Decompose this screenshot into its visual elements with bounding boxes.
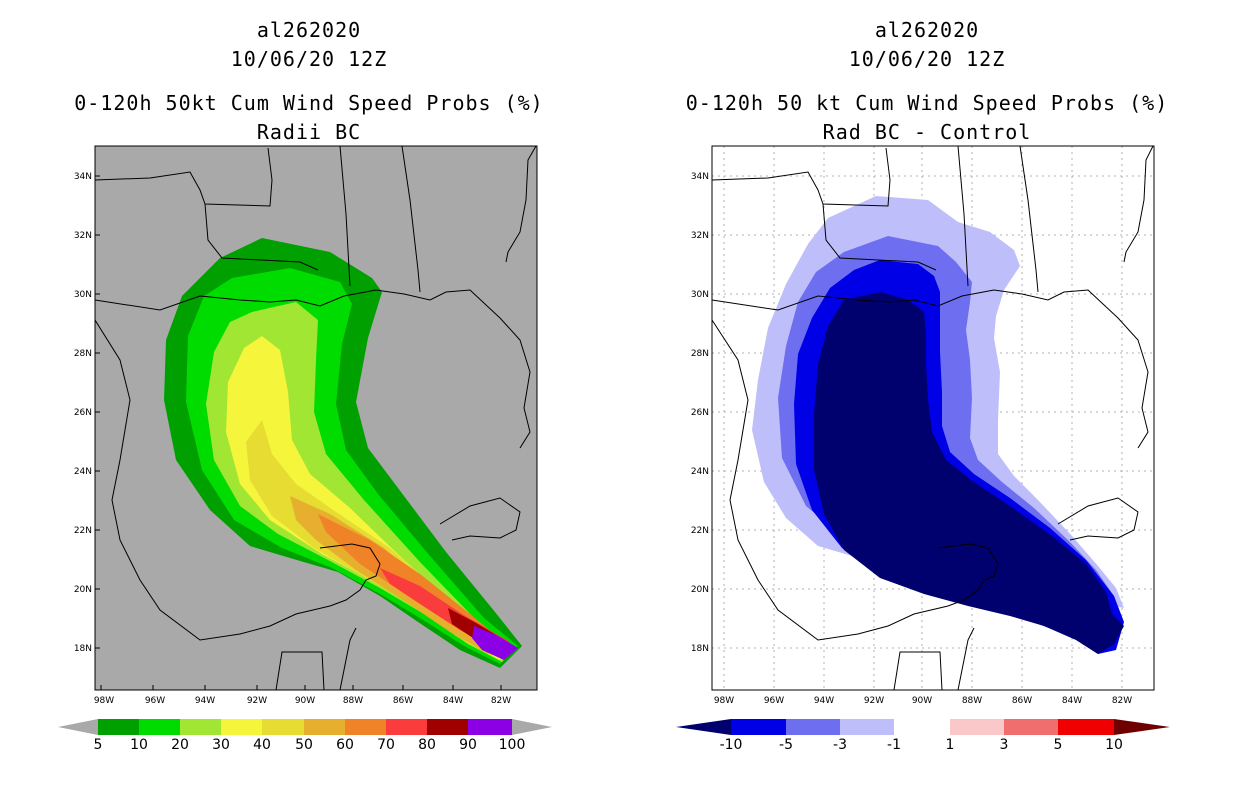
left-colorbar-swatch — [221, 719, 262, 735]
left-colorbar-low-end — [58, 719, 98, 735]
left-date: 10/06/20 12Z — [230, 47, 388, 71]
left-map: 34N 32N 30N 28N 26N 24N 22N 20N 18N 98W … — [58, 145, 552, 753]
right-lon-label: 92W — [864, 696, 884, 706]
left-colorbar-label: 20 — [171, 737, 189, 753]
left-lon-label: 88W — [343, 696, 363, 706]
left-colorbar-label: 80 — [418, 737, 436, 753]
right-lat-label: 30N — [691, 290, 709, 300]
left-colorbar-label: 100 — [499, 737, 526, 753]
left-lat-label: 20N — [74, 585, 92, 595]
right-colorbar-label: -3 — [833, 737, 847, 753]
right-map: 34N 32N 30N 28N 26N 24N 22N 20N 18N 98W … — [676, 145, 1170, 753]
left-lon-label: 96W — [145, 696, 165, 706]
left-colorbar-swatch — [180, 719, 221, 735]
left-colorbar-label: 90 — [459, 737, 477, 753]
right-colorbar-high-end — [1114, 719, 1170, 735]
left-lat-label: 26N — [74, 408, 92, 418]
right-colorbar-label: 1 — [946, 737, 955, 753]
left-product-title: 0-120h 50kt Cum Wind Speed Probs (%) — [74, 91, 544, 115]
right-lat-label: 26N — [691, 408, 709, 418]
right-lat-label: 24N — [691, 467, 709, 477]
left-lat-label: 28N — [74, 349, 92, 359]
right-lon-label: 88W — [962, 696, 982, 706]
right-lon-label: 84W — [1062, 696, 1082, 706]
right-lon-label: 86W — [1012, 696, 1032, 706]
left-panel: al262020 10/06/20 12Z 0-120h 50kt Cum Wi… — [58, 18, 552, 753]
left-lat-label: 30N — [74, 290, 92, 300]
right-subtitle: Rad BC - Control — [822, 120, 1032, 144]
left-colorbar-swatch — [139, 719, 180, 735]
left-coastlines — [95, 146, 537, 690]
left-colorbar-label: 40 — [253, 737, 271, 753]
right-lat-label: 34N — [691, 172, 709, 182]
left-lat-label: 32N — [74, 231, 92, 241]
left-lon-label: 84W — [443, 696, 463, 706]
right-colorbar: -10 -5 -3 -1 1 3 5 10 — [676, 719, 1170, 753]
left-ticks — [95, 175, 502, 690]
right-colorbar-swatch — [1058, 719, 1114, 735]
right-colorbar-label: -5 — [779, 737, 793, 753]
right-colorbar-label: -10 — [720, 737, 743, 753]
right-lon-label: 94W — [814, 696, 834, 706]
left-colorbar-swatch — [304, 719, 345, 735]
left-colorbar-label: 5 — [94, 737, 103, 753]
right-lon-label: 96W — [764, 696, 784, 706]
right-colorbar-label: 5 — [1054, 737, 1063, 753]
right-colorbar-label: -1 — [887, 737, 901, 753]
left-lon-label: 90W — [295, 696, 315, 706]
left-colorbar-label: 30 — [212, 737, 230, 753]
right-colorbar-swatch — [950, 719, 1004, 735]
left-colorbar-label: 70 — [377, 737, 395, 753]
left-colorbar-high-end — [512, 719, 552, 735]
left-lon-label: 98W — [94, 696, 114, 706]
right-lon-label: 98W — [714, 696, 734, 706]
left-lat-label: 18N — [74, 644, 92, 654]
right-colorbar-label: 3 — [1000, 737, 1009, 753]
left-lon-label: 92W — [247, 696, 267, 706]
left-subtitle: Radii BC — [256, 120, 362, 144]
right-lat-label: 28N — [691, 349, 709, 359]
right-colorbar-swatch — [840, 719, 894, 735]
right-storm-id: al262020 — [874, 18, 980, 42]
right-map-frame — [711, 145, 1155, 691]
right-colorbar-swatch — [731, 719, 786, 735]
left-lon-label: 86W — [393, 696, 413, 706]
left-colorbar-label: 10 — [130, 737, 148, 753]
left-lat-label: 24N — [74, 467, 92, 477]
left-colorbar-swatch — [98, 719, 139, 735]
left-colorbar-swatch — [345, 719, 386, 735]
right-product-title: 0-120h 50 kt Cum Wind Speed Probs (%) — [685, 91, 1169, 115]
right-colorbar-low-end — [676, 719, 731, 735]
left-colorbar-swatch — [468, 719, 512, 735]
right-lat-label: 20N — [691, 585, 709, 595]
left-lon-label: 82W — [491, 696, 511, 706]
right-date: 10/06/20 12Z — [848, 47, 1006, 71]
left-map-frame — [94, 145, 538, 691]
left-storm-id: al262020 — [256, 18, 362, 42]
right-colorbar-label: 10 — [1105, 737, 1123, 753]
right-colorbar-swatch — [1004, 719, 1058, 735]
left-colorbar-label: 60 — [336, 737, 354, 753]
right-colorbar-swatch — [894, 719, 950, 735]
right-lat-label: 22N — [691, 526, 709, 536]
left-colorbar: 5 10 20 30 40 50 60 70 80 90 100 — [58, 719, 552, 753]
prob-90-100 — [472, 626, 518, 660]
right-lat-label: 32N — [691, 231, 709, 241]
right-lon-label: 82W — [1112, 696, 1132, 706]
right-panel: al262020 10/06/20 12Z 0-120h 50 kt Cum W… — [618, 0, 1236, 800]
left-lon-label: 94W — [195, 696, 215, 706]
left-lat-label: 34N — [74, 172, 92, 182]
right-coastlines — [712, 146, 1154, 690]
left-colorbar-swatch — [386, 719, 427, 735]
left-lat-label: 22N — [74, 526, 92, 536]
left-colorbar-label: 50 — [295, 737, 313, 753]
diff-below-minus10 — [814, 292, 1124, 654]
right-lon-label: 90W — [912, 696, 932, 706]
right-colorbar-swatch — [786, 719, 840, 735]
left-colorbar-swatch — [262, 719, 304, 735]
left-colorbar-swatch — [427, 719, 468, 735]
right-lat-label: 18N — [691, 644, 709, 654]
